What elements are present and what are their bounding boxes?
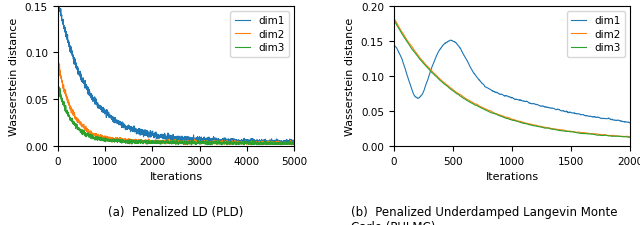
Legend: dim1, dim2, dim3: dim1, dim2, dim3 [230, 12, 289, 57]
dim3 [54, 81, 61, 84]
dim1 [54, 0, 61, 1]
dim2 [620, 135, 627, 138]
X-axis label: Iterations: Iterations [486, 171, 539, 181]
dim3 [230, 142, 238, 145]
dim3 [576, 132, 584, 135]
dim2 [576, 131, 584, 134]
dim3 [627, 137, 634, 139]
dim2 [627, 136, 634, 139]
dim2 [620, 135, 627, 138]
dim1 [196, 138, 204, 140]
dim2 [196, 142, 204, 145]
dim1 [208, 142, 216, 144]
dim3 [291, 143, 298, 146]
Line: dim1: dim1 [58, 0, 294, 145]
dim1 [289, 144, 297, 146]
dim3 [402, 39, 410, 42]
dim2 [390, 18, 397, 20]
dim2 [402, 38, 410, 40]
dim2 [289, 144, 297, 146]
Line: dim2: dim2 [394, 19, 630, 137]
dim1 [627, 122, 634, 125]
Line: dim1: dim1 [394, 41, 630, 124]
dim1 [97, 107, 104, 110]
dim3 [499, 116, 506, 119]
dim1 [402, 70, 410, 72]
dim2 [144, 142, 152, 144]
dim3 [248, 143, 256, 145]
dim1 [620, 121, 627, 123]
Line: dim2: dim2 [58, 58, 294, 145]
dim1 [144, 133, 152, 136]
Text: (a)  Penalized LD (PLD): (a) Penalized LD (PLD) [108, 205, 244, 218]
dim2 [54, 57, 61, 60]
Line: dim3: dim3 [394, 21, 630, 138]
Y-axis label: Wasserstein distance: Wasserstein distance [9, 18, 19, 135]
dim3 [505, 118, 513, 121]
dim1 [390, 46, 397, 49]
dim3 [620, 136, 627, 139]
dim1 [505, 96, 513, 99]
Legend: dim1, dim2, dim3: dim1, dim2, dim3 [566, 12, 625, 57]
dim2 [230, 141, 238, 144]
dim2 [248, 142, 256, 145]
dim3 [188, 144, 195, 147]
dim3 [620, 136, 627, 139]
Line: dim3: dim3 [58, 83, 294, 145]
dim1 [291, 140, 298, 143]
dim2 [208, 142, 216, 144]
dim1 [447, 40, 454, 42]
dim2 [97, 136, 104, 139]
dim2 [54, 59, 61, 62]
X-axis label: Iterations: Iterations [149, 171, 202, 181]
dim1 [499, 94, 506, 97]
Y-axis label: Wasserstein distance: Wasserstein distance [346, 18, 355, 135]
dim1 [576, 113, 584, 116]
dim3 [208, 140, 216, 143]
dim3 [196, 142, 204, 144]
dim2 [505, 117, 513, 120]
dim1 [620, 121, 627, 124]
dim2 [499, 115, 506, 118]
Text: (b)  Penalized Underdamped Langevin Monte
Carlo (PULMC): (b) Penalized Underdamped Langevin Monte… [351, 205, 618, 225]
dim1 [230, 141, 238, 144]
dim3 [97, 137, 104, 140]
dim1 [248, 139, 256, 141]
dim3 [144, 140, 152, 143]
dim3 [390, 20, 397, 22]
dim2 [291, 142, 298, 144]
